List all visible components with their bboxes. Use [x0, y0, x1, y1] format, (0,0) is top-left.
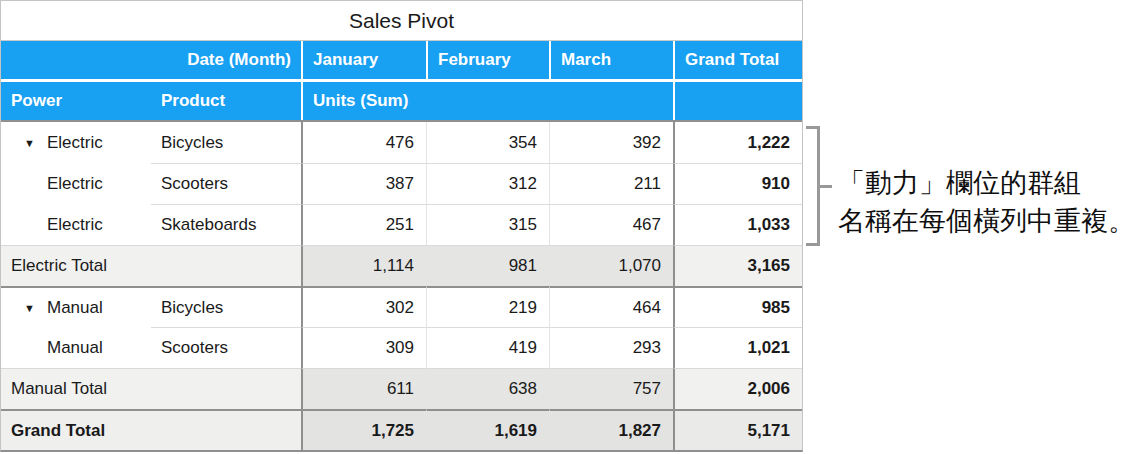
- annotation-bracket-top-tick: [806, 126, 820, 129]
- group-label: Electric: [47, 133, 103, 153]
- value-cell-march[interactable]: 211: [549, 163, 673, 204]
- group-label: Electric: [47, 174, 103, 194]
- product-cell[interactable]: Bicycles: [151, 286, 301, 327]
- group-cell-manual[interactable]: Manual: [1, 327, 151, 368]
- value-cell-february[interactable]: 315: [426, 204, 549, 245]
- value-cell-january[interactable]: 309: [301, 327, 426, 368]
- callout-text: 「動力」欄位的群組 名稱在每個橫列中重複。: [838, 164, 1140, 240]
- grand-total-label-cell[interactable]: Grand Total: [1, 409, 301, 450]
- disclosure-triangle-icon[interactable]: ▼: [24, 137, 35, 148]
- group-label: Manual: [47, 298, 103, 318]
- group-cell-electric[interactable]: ▼ Electric: [1, 122, 151, 163]
- product-cell[interactable]: Scooters: [151, 163, 301, 204]
- group-label: Electric: [47, 215, 103, 235]
- value-cell-february[interactable]: 419: [426, 327, 549, 368]
- header-grand-total[interactable]: Grand Total: [673, 41, 802, 79]
- value-cell-january[interactable]: 387: [301, 163, 426, 204]
- value-cell-january[interactable]: 251: [301, 204, 426, 245]
- value-cell-grand-total[interactable]: 985: [673, 286, 802, 327]
- value-cell-january[interactable]: 476: [301, 122, 426, 163]
- value-cell-march[interactable]: 392: [549, 122, 673, 163]
- group-cell-manual[interactable]: ▼ Manual: [1, 286, 151, 327]
- pivot-row-electric-scooters: Electric Scooters 387 312 211 910: [1, 163, 802, 204]
- annotation-bracket-dash: [820, 185, 832, 188]
- product-cell[interactable]: Scooters: [151, 327, 301, 368]
- value-cell-february[interactable]: 1,619: [426, 409, 549, 450]
- callout-line-2: 名稱在每個橫列中重複。: [838, 202, 1140, 240]
- header-march[interactable]: March: [549, 41, 673, 79]
- disclosure-triangle-icon[interactable]: ▼: [24, 302, 35, 313]
- value-cell-grand-total[interactable]: 1,033: [673, 204, 802, 245]
- product-cell[interactable]: Skateboards: [151, 204, 301, 245]
- value-cell-march[interactable]: 464: [549, 286, 673, 327]
- callout-line-1: 「動力」欄位的群組: [838, 164, 1140, 202]
- header-february[interactable]: February: [426, 41, 549, 79]
- header-row-columns: Date (Month) January February March Gran…: [1, 41, 802, 82]
- header-power[interactable]: Power: [1, 82, 151, 120]
- value-cell-february[interactable]: 219: [426, 286, 549, 327]
- value-cell-march[interactable]: 467: [549, 204, 673, 245]
- value-cell-january[interactable]: 1,114: [301, 245, 426, 286]
- value-cell-march[interactable]: 1,070: [549, 245, 673, 286]
- pivot-row-grand-total: Grand Total 1,725 1,619 1,827 5,171: [1, 409, 802, 450]
- header-empty-cell: [673, 82, 802, 120]
- header-row-fields: Power Product Units (Sum): [1, 82, 802, 122]
- table-title: Sales Pivot: [1, 1, 802, 41]
- value-cell-march[interactable]: 293: [549, 327, 673, 368]
- group-cell-electric[interactable]: Electric: [1, 163, 151, 204]
- product-cell[interactable]: Bicycles: [151, 122, 301, 163]
- pivot-row-electric-skateboards: Electric Skateboards 251 315 467 1,033: [1, 204, 802, 245]
- value-cell-grand-total[interactable]: 3,165: [673, 245, 802, 286]
- header-product[interactable]: Product: [151, 82, 301, 120]
- pivot-row-electric-bicycles: ▼ Electric Bicycles 476 354 392 1,222: [1, 122, 802, 163]
- annotation-bracket-bottom-tick: [806, 243, 820, 246]
- pivot-row-manual-scooters: Manual Scooters 309 419 293 1,021: [1, 327, 802, 368]
- value-cell-march[interactable]: 1,827: [549, 409, 673, 450]
- header-january[interactable]: January: [301, 41, 426, 79]
- group-cell-electric[interactable]: Electric: [1, 204, 151, 245]
- value-cell-february[interactable]: 638: [426, 368, 549, 409]
- value-cell-january[interactable]: 302: [301, 286, 426, 327]
- value-cell-march[interactable]: 757: [549, 368, 673, 409]
- value-cell-february[interactable]: 312: [426, 163, 549, 204]
- value-cell-grand-total[interactable]: 1,021: [673, 327, 802, 368]
- value-cell-january[interactable]: 1,725: [301, 409, 426, 450]
- pivot-row-electric-total: Electric Total 1,114 981 1,070 3,165: [1, 245, 802, 286]
- subtotal-label-cell[interactable]: Manual Total: [1, 368, 301, 409]
- value-cell-january[interactable]: 611: [301, 368, 426, 409]
- pivot-row-manual-total: Manual Total 611 638 757 2,006: [1, 368, 802, 409]
- group-label: Manual: [47, 338, 103, 358]
- subtotal-label-cell[interactable]: Electric Total: [1, 245, 301, 286]
- pivot-table: Sales Pivot Date (Month) January Februar…: [0, 0, 803, 452]
- value-cell-grand-total[interactable]: 1,222: [673, 122, 802, 163]
- header-date-month[interactable]: Date (Month): [1, 41, 301, 79]
- value-cell-grand-total[interactable]: 910: [673, 163, 802, 204]
- value-cell-grand-total[interactable]: 5,171: [673, 409, 802, 450]
- value-cell-february[interactable]: 981: [426, 245, 549, 286]
- header-units-sum[interactable]: Units (Sum): [301, 82, 673, 120]
- value-cell-grand-total[interactable]: 2,006: [673, 368, 802, 409]
- pivot-row-manual-bicycles: ▼ Manual Bicycles 302 219 464 985: [1, 286, 802, 327]
- screenshot-canvas: Sales Pivot Date (Month) January Februar…: [0, 0, 1143, 454]
- value-cell-february[interactable]: 354: [426, 122, 549, 163]
